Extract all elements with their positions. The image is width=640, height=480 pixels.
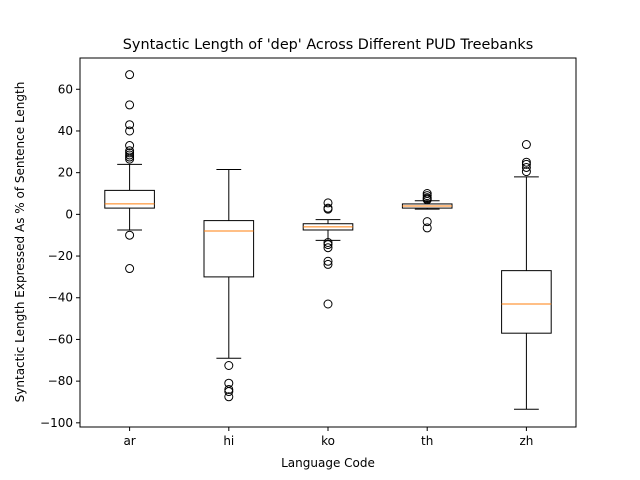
y-tick-label: 20: [58, 166, 73, 180]
y-tick-label: −100: [40, 416, 73, 430]
outlier-point: [323, 243, 333, 253]
box-group-hi: [203, 169, 255, 402]
outlier-point: [224, 387, 234, 397]
outlier-point: [323, 203, 333, 213]
outlier-point: [422, 217, 432, 227]
outlier-point: [125, 70, 135, 80]
outlier-point: [422, 223, 432, 233]
outlier-point: [323, 259, 333, 269]
outlier-point: [125, 141, 135, 151]
y-tick-label: 60: [58, 82, 73, 96]
outlier-point: [224, 384, 234, 394]
outlier-point: [125, 100, 135, 110]
outlier-point: [125, 264, 135, 274]
outlier-point: [323, 256, 333, 266]
outlier-point: [125, 230, 135, 240]
outlier-point: [422, 191, 432, 201]
outlier-point: [125, 148, 135, 158]
outlier-point: [323, 299, 333, 309]
outlier-point: [521, 140, 531, 150]
outlier-point: [224, 392, 234, 402]
axes: −100 −80 −60 −40 −20 0 20 40 60 ar hi ko th zh: [40, 57, 577, 448]
outlier-point: [323, 240, 333, 250]
iqr-box: [203, 220, 255, 278]
chart-title: Syntactic Length of 'dep' Across Differe…: [123, 37, 533, 53]
outlier-point: [521, 162, 531, 172]
iqr-box: [501, 270, 552, 334]
y-tick-label: −60: [48, 332, 73, 346]
outlier-point: [224, 361, 234, 370]
box-group-ar: [104, 70, 155, 274]
y-axis-label: Syntactic Length Expressed As % of Sente…: [13, 82, 27, 403]
outlier-point: [521, 159, 531, 169]
outlier-point: [125, 126, 135, 136]
x-tick-label: th: [421, 434, 433, 448]
outlier-point: [422, 189, 432, 199]
x-tick-label: ko: [321, 434, 335, 448]
outlier-point: [323, 198, 333, 208]
outlier-point: [125, 146, 135, 156]
plot-frame: [79, 57, 577, 428]
y-tick-label: −80: [48, 374, 73, 388]
x-tick-label: zh: [519, 434, 533, 448]
outlier-point: [125, 152, 135, 162]
outlier-point: [125, 150, 135, 160]
box-group-ko: [302, 198, 354, 309]
plot-area: [104, 70, 552, 410]
y-tick-label: 40: [58, 124, 73, 138]
outlier-point: [422, 193, 432, 203]
outlier-point: [521, 157, 531, 167]
y-tick-label: −40: [48, 291, 73, 305]
x-tick-label: hi: [223, 434, 234, 448]
outlier-point: [323, 238, 333, 247]
box-group-zh: [501, 140, 552, 410]
x-axis-label: Language Code: [281, 456, 375, 470]
box-group-th: [401, 189, 453, 233]
x-tick-label: ar: [123, 434, 135, 448]
y-tick-label: 0: [65, 207, 73, 221]
iqr-box: [104, 189, 155, 209]
outlier-point: [125, 120, 135, 130]
outlier-point: [521, 167, 531, 177]
y-tick-label: −20: [48, 249, 73, 263]
